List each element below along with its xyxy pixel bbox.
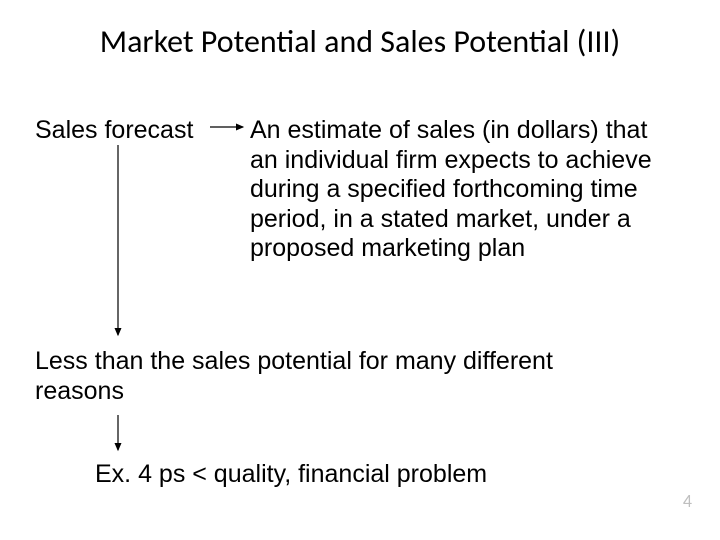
term-sales-forecast: Sales forecast (35, 116, 193, 145)
less-than-text: Less than the sales potential for many d… (35, 347, 555, 406)
definition-text: An estimate of sales (in dollars) that a… (250, 116, 670, 264)
example-text: Ex. 4 ps < quality, financial problem (95, 460, 487, 489)
slide: Market Potential and Sales Potential (II… (0, 0, 720, 540)
arrows-layer (0, 0, 720, 540)
page-number: 4 (683, 490, 692, 512)
slide-title: Market Potential and Sales Potential (II… (0, 22, 720, 61)
